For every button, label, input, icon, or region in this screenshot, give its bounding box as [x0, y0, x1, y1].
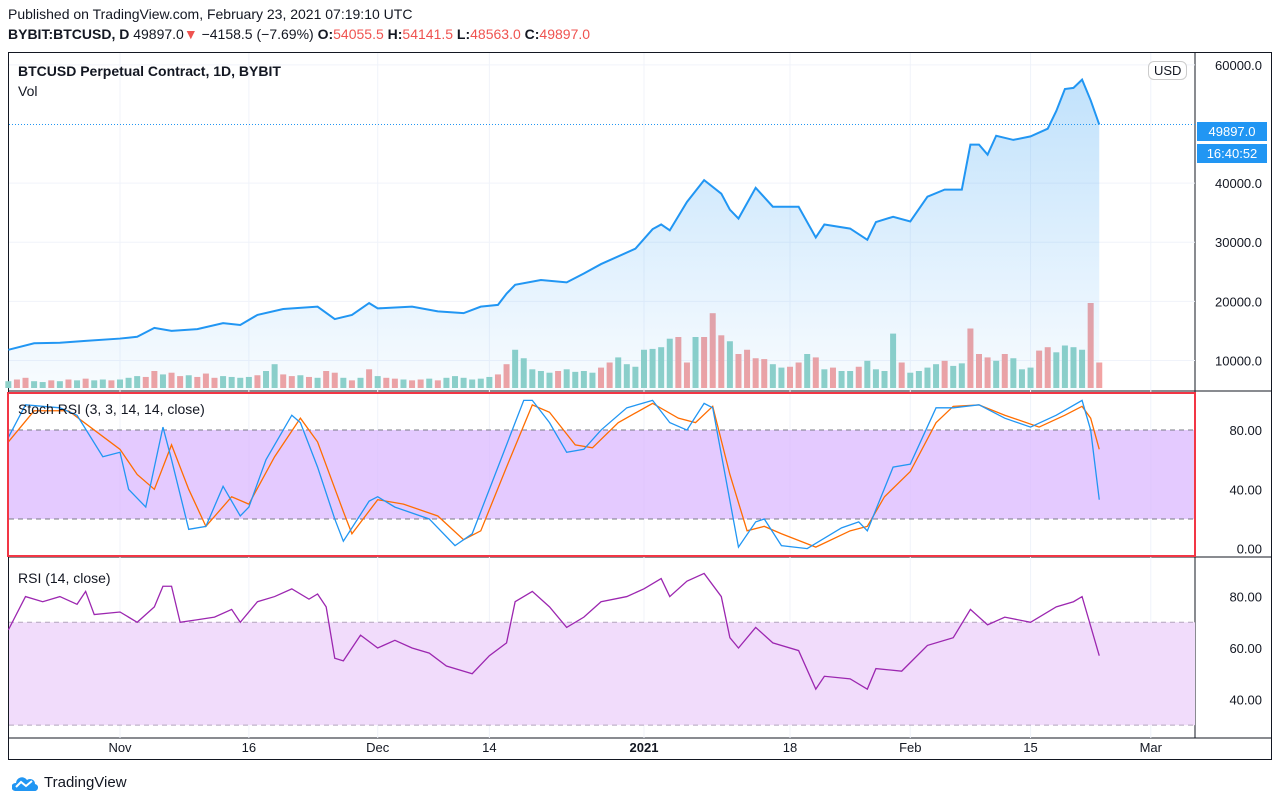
- time-axis-label: 15: [1023, 740, 1037, 755]
- rsi-axis-label: 80.00: [1229, 590, 1262, 605]
- published-line: Published on TradingView.com, February 2…: [8, 6, 413, 22]
- high-value: 54141.5: [402, 26, 454, 42]
- time-axis-label: Feb: [899, 740, 921, 755]
- price-axis-label: 20000.0: [1215, 294, 1262, 309]
- highlight-box: [7, 392, 1196, 557]
- stoch-k-line: [7, 399, 1100, 550]
- currency-button[interactable]: USD: [1148, 61, 1188, 80]
- low-value: 48563.0: [470, 26, 521, 42]
- rsi-axis-label: 60.00: [1229, 641, 1262, 656]
- main-pane-title: BTCUSD Perpetual Contract, 1D, BYBIT: [18, 63, 281, 79]
- time-axis-label: Mar: [1140, 740, 1163, 755]
- last-price-tag: 49897.0: [1197, 122, 1267, 141]
- brand-name: TradingView: [44, 774, 127, 791]
- price-axis-label: 30000.0: [1215, 235, 1262, 250]
- time-axis-label: Dec: [366, 740, 390, 755]
- stoch-axis-label: 80.00: [1229, 423, 1262, 438]
- time-axis-label: 2021: [630, 740, 659, 755]
- stoch-axis-label: 40.00: [1229, 482, 1262, 497]
- rsi-axis-label: 40.00: [1229, 692, 1262, 707]
- high-label: H:: [387, 26, 403, 42]
- open-value: 54055.5: [333, 26, 384, 42]
- close-value: 49897.0: [539, 26, 591, 42]
- rsi-band: [9, 622, 1195, 726]
- tradingview-cloud-icon: [12, 776, 38, 791]
- time-axis-label: 18: [783, 740, 797, 755]
- close-label: C:: [524, 26, 540, 42]
- price-axis-label: 10000.0: [1215, 353, 1262, 368]
- price-change: −4158.5 (−7.69%): [201, 26, 314, 42]
- price-axis-label: 40000.0: [1215, 176, 1262, 191]
- stoch-d-line: [7, 402, 1100, 548]
- time-axis-label: Nov: [108, 740, 132, 755]
- rsi-line: [7, 572, 1100, 691]
- symbol: BYBIT:BTCUSD, D: [8, 26, 130, 42]
- rsi-title: RSI (14, close): [18, 570, 111, 586]
- time-axis-label: 14: [482, 740, 496, 755]
- open-label: O:: [317, 26, 334, 42]
- volume-label: Vol: [18, 83, 38, 99]
- price-line: [8, 77, 1101, 351]
- symbol-legend: BYBIT:BTCUSD, D 49897.0▼ −4158.5 (−7.69%…: [8, 26, 590, 42]
- price-axis-label: 60000.0: [1215, 58, 1262, 73]
- down-arrow-icon: ▼: [183, 26, 198, 42]
- stoch-band: [9, 430, 1195, 519]
- low-label: L:: [456, 26, 471, 42]
- stoch-axis-label: 0.00: [1237, 542, 1262, 557]
- last-price: 49897.0: [133, 26, 184, 42]
- price-area: [8, 79, 1100, 391]
- tradingview-logo[interactable]: TradingView: [12, 774, 127, 791]
- time-axis-label: 16: [242, 740, 256, 755]
- stoch-rsi-title: Stoch RSI (3, 3, 14, 14, close): [18, 401, 205, 417]
- countdown-tag: 16:40:52: [1197, 144, 1267, 163]
